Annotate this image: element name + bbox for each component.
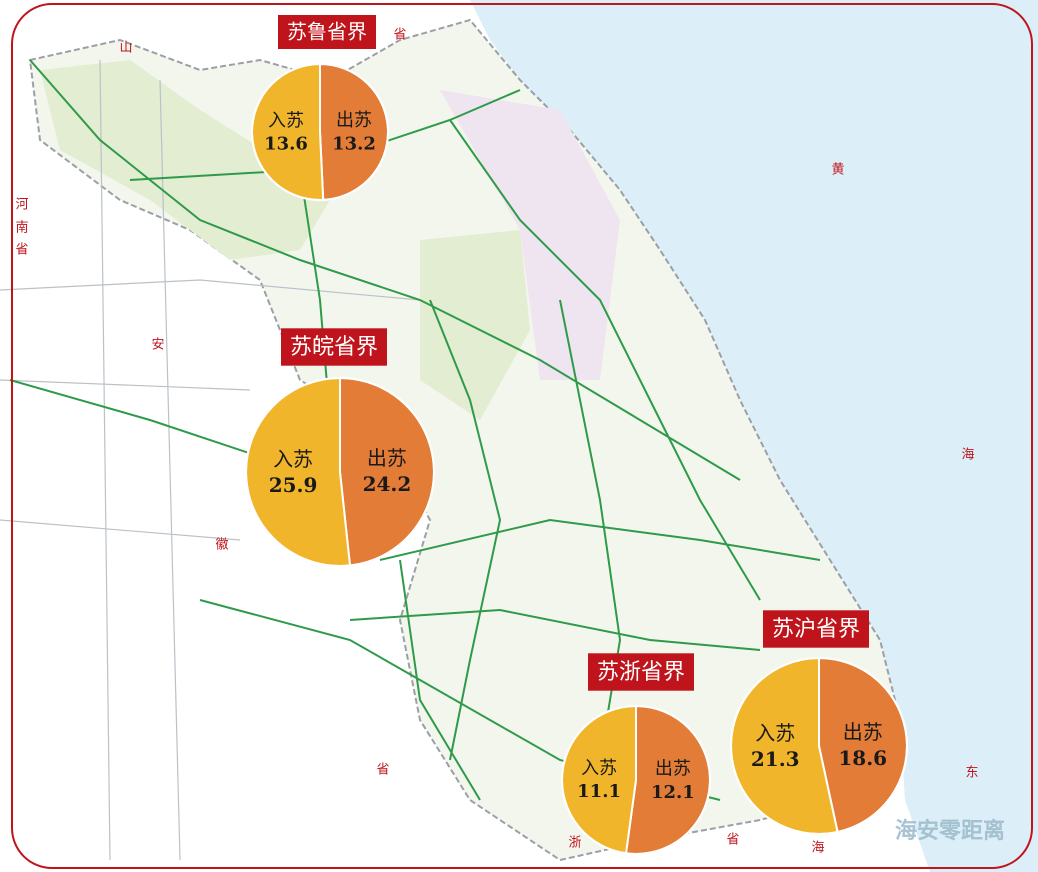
map-label: 徽	[215, 538, 228, 553]
pie-label-box	[588, 653, 694, 691]
slice-name: 出苏	[843, 720, 883, 744]
slice-name: 出苏	[655, 759, 691, 780]
map-label: 河	[15, 198, 28, 213]
slice-name: 入苏	[273, 447, 313, 471]
pie-outline	[251, 63, 389, 201]
pie-label-box	[763, 610, 869, 648]
map-label: 东	[965, 766, 978, 781]
pie-label: 苏皖省界	[290, 335, 378, 360]
slice-name: 入苏	[755, 721, 795, 745]
map-label: 黄	[831, 163, 844, 178]
map-label: 省	[15, 243, 28, 258]
pie-label-box	[278, 15, 376, 49]
map-label: 省	[726, 833, 739, 848]
sea	[470, 0, 1038, 872]
roads-minor	[0, 59, 421, 861]
pie-outline	[730, 657, 908, 835]
slice-value: 24.2	[363, 472, 412, 496]
slice-value: 11.1	[577, 781, 621, 802]
slice-name: 出苏	[336, 110, 372, 131]
map-label: 省	[393, 28, 406, 43]
pie-label: 苏浙省界	[597, 660, 685, 685]
region-east	[440, 90, 620, 380]
watermark: 海安零距离	[895, 818, 1005, 844]
map-label: 安	[151, 338, 164, 353]
map-label: 海	[811, 841, 824, 856]
slice-name: 入苏	[268, 110, 304, 131]
pie-label: 苏鲁省界	[287, 20, 367, 44]
slice-name: 出苏	[367, 446, 407, 470]
map-label: 山	[119, 41, 132, 56]
region-mid	[420, 230, 530, 420]
slice-name: 入苏	[581, 758, 617, 779]
pie-outline	[561, 705, 711, 855]
pie-label-box	[281, 328, 387, 366]
slice-value: 12.1	[651, 782, 695, 803]
frame	[11, 3, 1033, 869]
region-north	[40, 60, 330, 260]
map-label: 浙	[568, 836, 581, 851]
slice-value: 13.6	[264, 134, 308, 155]
slice-value: 18.6	[838, 746, 887, 770]
slice-value: 13.2	[332, 133, 376, 154]
pie-outline	[245, 377, 435, 567]
pie-charts: 苏鲁省界出苏13.2入苏13.6苏皖省界出苏24.2入苏25.9苏浙省界出苏12…	[245, 15, 908, 855]
map-label: 省	[376, 763, 389, 778]
map-label: 海	[961, 448, 974, 463]
pie-label: 苏沪省界	[772, 617, 860, 642]
slice-value: 25.9	[269, 473, 318, 497]
slice-value: 21.3	[751, 747, 800, 771]
map-label: 南	[15, 220, 28, 236]
